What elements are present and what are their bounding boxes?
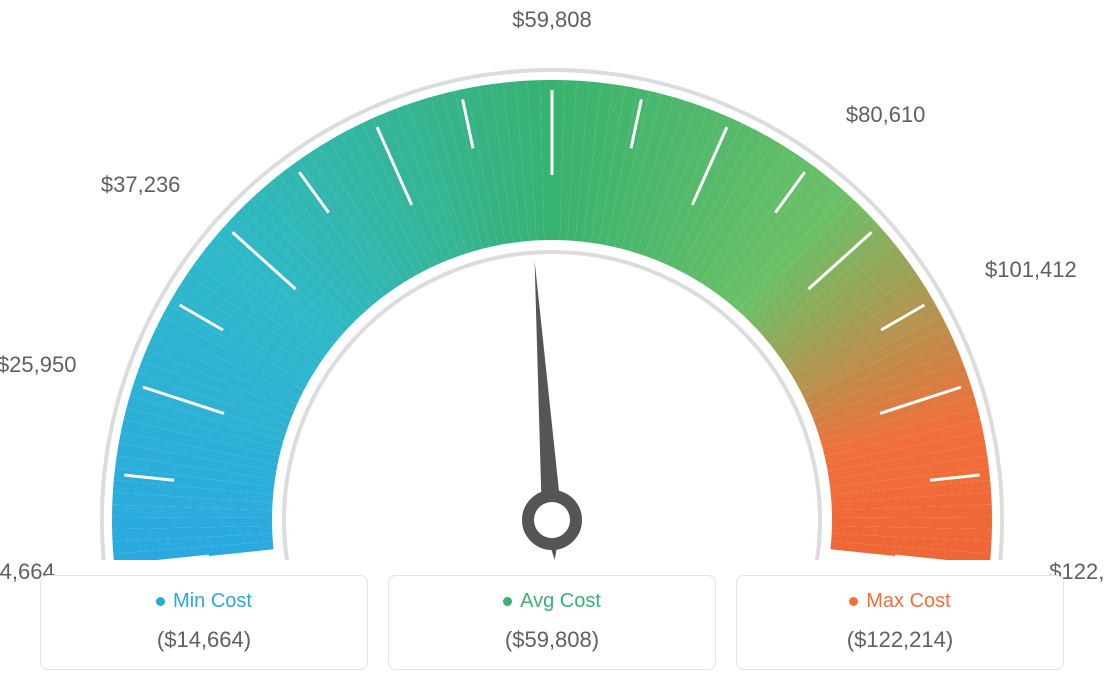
- legend-row: Min Cost ($14,664) Avg Cost ($59,808) Ma…: [0, 575, 1104, 670]
- gauge-scale-label: $59,808: [512, 7, 592, 33]
- cost-gauge-chart: $14,664$25,950$37,236$59,808$80,610$101,…: [0, 0, 1104, 560]
- legend-box-min: Min Cost ($14,664): [40, 575, 368, 670]
- legend-dot-min: [156, 597, 165, 606]
- gauge-scale-label: $37,236: [101, 172, 181, 198]
- gauge-scale-label: $80,610: [846, 102, 926, 128]
- gauge-svg: [0, 0, 1104, 560]
- legend-label-avg: Avg Cost: [520, 590, 601, 613]
- legend-box-avg: Avg Cost ($59,808): [388, 575, 716, 670]
- legend-label-min: Min Cost: [173, 590, 252, 613]
- gauge-scale-label: $25,950: [0, 352, 76, 378]
- legend-dot-max: [849, 597, 858, 606]
- legend-label-max: Max Cost: [866, 590, 950, 613]
- legend-value-max: ($122,214): [747, 627, 1053, 653]
- legend-title-min: Min Cost: [156, 590, 252, 613]
- legend-box-max: Max Cost ($122,214): [736, 575, 1064, 670]
- legend-title-max: Max Cost: [849, 590, 950, 613]
- legend-value-min: ($14,664): [51, 627, 357, 653]
- legend-title-avg: Avg Cost: [503, 590, 601, 613]
- legend-dot-avg: [503, 597, 512, 606]
- legend-value-avg: ($59,808): [399, 627, 705, 653]
- gauge-scale-label: $101,412: [985, 257, 1077, 283]
